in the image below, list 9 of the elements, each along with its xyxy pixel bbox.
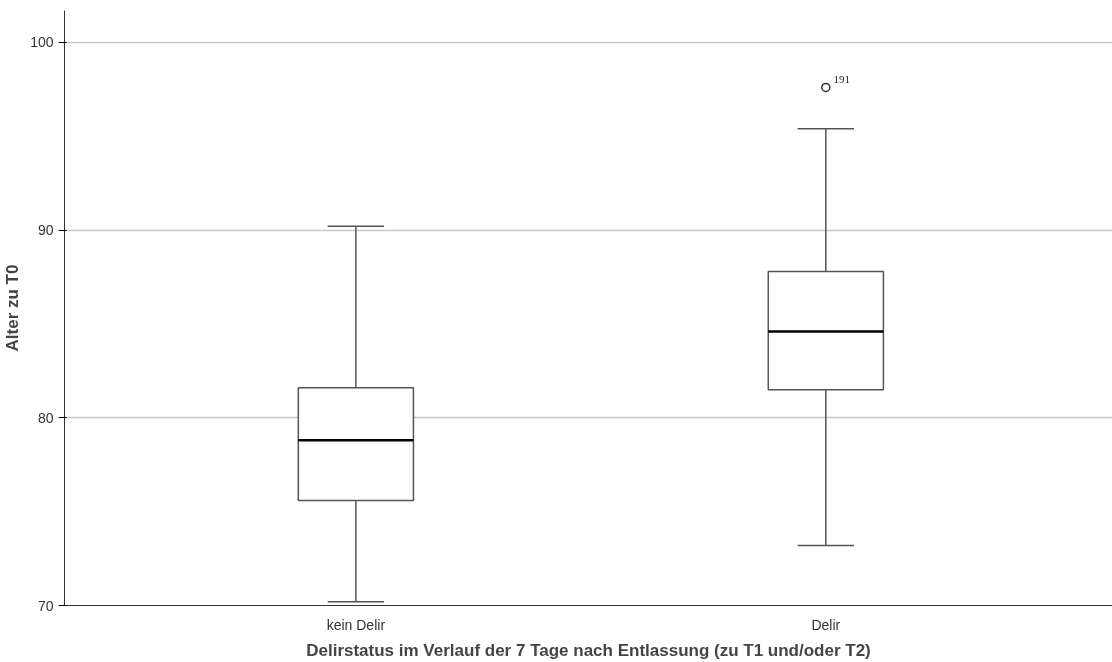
x-tick-label: kein Delir <box>326 616 386 633</box>
y-tick-label: 80 <box>37 409 54 426</box>
y-tick-label: 70 <box>37 597 54 614</box>
x-tick-label: Delir <box>811 616 841 633</box>
annotation: 191 <box>833 73 851 86</box>
y-axis-title: Alter zu T0 <box>3 264 23 352</box>
y-tick-label: 90 <box>37 222 54 239</box>
y-tick-label: 100 <box>30 34 54 51</box>
x-axis-title: Delirstatus im Verlauf der 7 Tage nach Entlassung (zu T1 und/oder T2) <box>306 640 871 660</box>
